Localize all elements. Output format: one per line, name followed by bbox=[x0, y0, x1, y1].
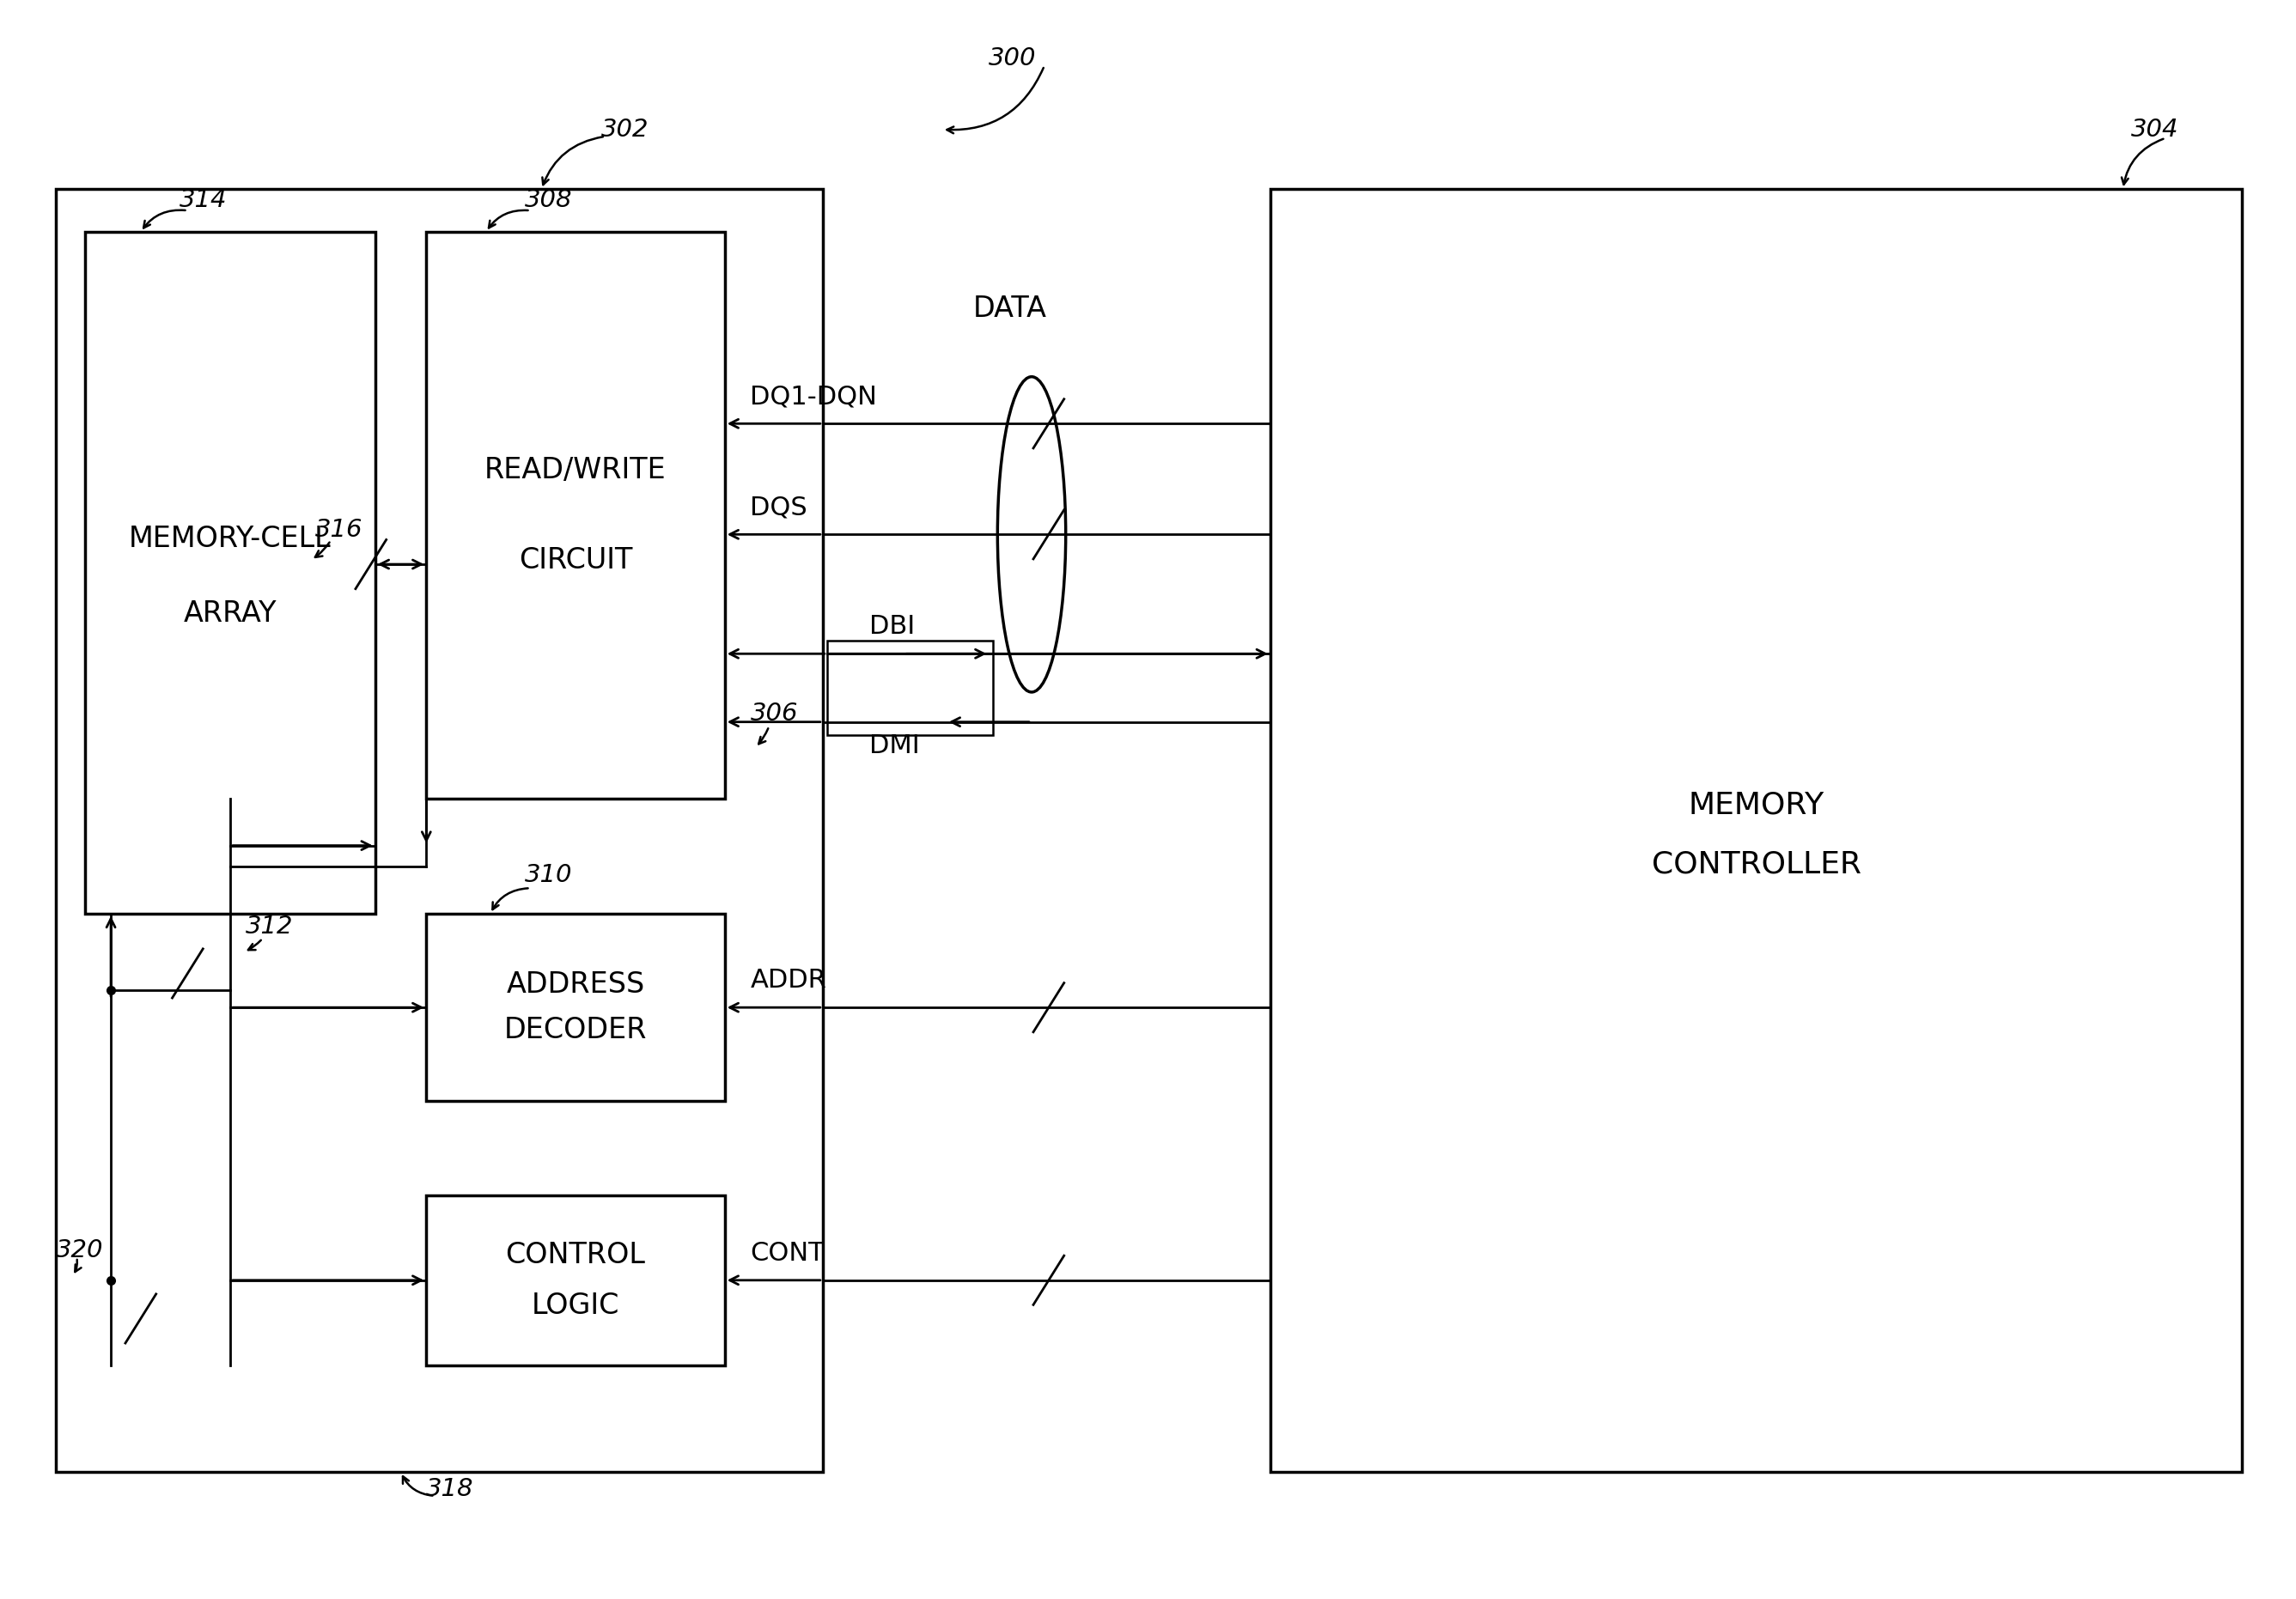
Text: CONTROL: CONTROL bbox=[505, 1241, 645, 1270]
Text: 312: 312 bbox=[246, 915, 294, 939]
Text: 308: 308 bbox=[523, 189, 572, 213]
Text: 310: 310 bbox=[523, 863, 572, 887]
Bar bbox=[55, 189, 822, 1473]
Bar bbox=[85, 232, 374, 913]
Bar bbox=[827, 641, 994, 734]
Text: DBI: DBI bbox=[870, 614, 916, 640]
Text: 300: 300 bbox=[990, 46, 1038, 70]
Text: CONT: CONT bbox=[751, 1241, 824, 1265]
Text: CONTROLLER: CONTROLLER bbox=[1651, 851, 1862, 879]
Text: DATA: DATA bbox=[974, 294, 1047, 323]
Text: 304: 304 bbox=[2131, 118, 2179, 142]
Text: CIRCUIT: CIRCUIT bbox=[519, 547, 631, 574]
Text: ADDRESS: ADDRESS bbox=[505, 971, 645, 999]
Text: MEMORY-CELL: MEMORY-CELL bbox=[129, 524, 331, 553]
Text: LOGIC: LOGIC bbox=[533, 1292, 620, 1319]
Text: 320: 320 bbox=[55, 1238, 103, 1263]
Text: 318: 318 bbox=[427, 1477, 473, 1501]
Text: DECODER: DECODER bbox=[505, 1015, 647, 1044]
Bar bbox=[427, 232, 726, 798]
Text: 314: 314 bbox=[179, 189, 227, 213]
Text: DQ1-DQN: DQ1-DQN bbox=[751, 384, 877, 409]
Text: ADDR: ADDR bbox=[751, 967, 827, 993]
Text: ARRAY: ARRAY bbox=[184, 600, 278, 628]
Text: MEMORY: MEMORY bbox=[1688, 790, 1825, 820]
Text: DMI: DMI bbox=[870, 734, 921, 758]
Text: 316: 316 bbox=[315, 518, 363, 542]
Text: READ/WRITE: READ/WRITE bbox=[484, 456, 666, 484]
Text: DQS: DQS bbox=[751, 494, 808, 520]
Text: 302: 302 bbox=[602, 118, 650, 142]
Bar bbox=[1270, 189, 2243, 1473]
Bar bbox=[427, 1194, 726, 1366]
Bar bbox=[427, 913, 726, 1102]
Text: 306: 306 bbox=[751, 702, 799, 726]
